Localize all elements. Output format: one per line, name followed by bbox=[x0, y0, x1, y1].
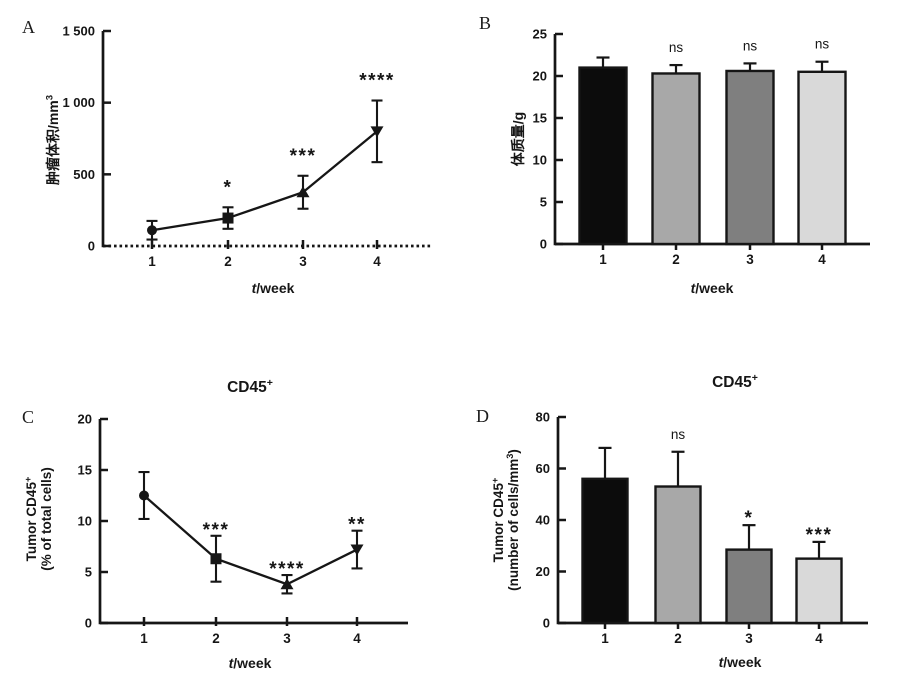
svg-text:3: 3 bbox=[283, 631, 291, 646]
panel-letter-c: C bbox=[22, 407, 35, 427]
body-weight-bar-chart: 0 5 10 15 20 25 1 2 3 4 ns ns ns 体质量/g t/week bbox=[510, 27, 870, 296]
svg-text:1: 1 bbox=[601, 631, 609, 646]
svg-text:CD45+: CD45+ bbox=[712, 372, 758, 391]
svg-text:ns: ns bbox=[815, 37, 830, 52]
svg-text:ns: ns bbox=[669, 40, 684, 55]
svg-text:80: 80 bbox=[536, 410, 550, 425]
svg-text:2: 2 bbox=[212, 631, 220, 646]
svg-text:Tumor CD45+: Tumor CD45+ bbox=[490, 478, 506, 563]
panel-tumor-volume: A 0 500 1 000 1 500 1 2 3 4 * *** **** 肿瘤体积/mm3 t/we… bbox=[0, 0, 458, 343]
svg-text:*: * bbox=[745, 508, 754, 529]
svg-text:10: 10 bbox=[533, 153, 547, 168]
svg-text:0: 0 bbox=[88, 239, 95, 254]
svg-text:**: ** bbox=[348, 515, 366, 536]
panel-cd45-count: D 0 20 40 60 80 1 2 3 4 ns * *** Tumor CD45+ (number … bbox=[457, 343, 915, 686]
svg-text:***: *** bbox=[203, 520, 230, 541]
svg-text:ns: ns bbox=[743, 38, 758, 53]
panel-letter-b: B bbox=[479, 13, 492, 33]
svg-text:2: 2 bbox=[224, 254, 232, 269]
svg-text:4: 4 bbox=[373, 254, 381, 269]
svg-text:0: 0 bbox=[543, 616, 550, 631]
svg-text:5: 5 bbox=[85, 565, 92, 580]
panel-body-weight: B 0 5 10 15 20 25 1 2 3 4 ns ns ns 体质量/g t/week bbox=[457, 0, 915, 343]
svg-text:1 000: 1 000 bbox=[62, 95, 95, 110]
svg-text:t/week: t/week bbox=[252, 280, 295, 296]
svg-text:5: 5 bbox=[540, 195, 547, 210]
svg-text:20: 20 bbox=[533, 69, 547, 84]
svg-text:20: 20 bbox=[536, 564, 550, 579]
svg-text:15: 15 bbox=[533, 111, 547, 126]
svg-text:肿瘤体积/mm3: 肿瘤体积/mm3 bbox=[45, 95, 61, 185]
svg-text:10: 10 bbox=[78, 514, 92, 529]
svg-text:20: 20 bbox=[78, 412, 92, 427]
svg-text:4: 4 bbox=[818, 252, 826, 267]
panel-cd45-percent: C 0 5 10 15 20 1 2 3 4 *** **** ** Tumor CD45+ (% of … bbox=[0, 343, 458, 686]
svg-text:Tumor CD45+: Tumor CD45+ bbox=[23, 477, 39, 562]
svg-text:(number of cells/mm3): (number of cells/mm3) bbox=[505, 449, 521, 591]
svg-text:40: 40 bbox=[536, 513, 550, 528]
svg-text:3: 3 bbox=[746, 252, 754, 267]
svg-text:t/week: t/week bbox=[719, 654, 762, 670]
svg-text:CD45+: CD45+ bbox=[227, 377, 273, 396]
svg-text:*: * bbox=[224, 177, 233, 198]
svg-text:2: 2 bbox=[672, 252, 680, 267]
svg-text:ns: ns bbox=[671, 427, 686, 442]
svg-text:1 500: 1 500 bbox=[62, 24, 95, 39]
svg-text:4: 4 bbox=[353, 631, 361, 646]
svg-text:****: **** bbox=[359, 71, 395, 92]
svg-text:0: 0 bbox=[85, 616, 92, 631]
svg-text:0: 0 bbox=[540, 237, 547, 252]
svg-text:3: 3 bbox=[299, 254, 307, 269]
svg-text:1: 1 bbox=[599, 252, 607, 267]
svg-text:1: 1 bbox=[148, 254, 156, 269]
svg-text:t/week: t/week bbox=[691, 280, 734, 296]
panel-letter-d: D bbox=[476, 406, 489, 426]
svg-text:***: *** bbox=[290, 146, 317, 167]
svg-text:(% of total cells): (% of total cells) bbox=[39, 467, 54, 571]
svg-text:t/week: t/week bbox=[229, 655, 272, 671]
svg-text:2: 2 bbox=[674, 631, 682, 646]
svg-text:500: 500 bbox=[73, 167, 95, 182]
svg-text:****: **** bbox=[269, 559, 305, 580]
svg-text:1: 1 bbox=[140, 631, 148, 646]
svg-text:15: 15 bbox=[78, 463, 92, 478]
svg-text:25: 25 bbox=[533, 27, 547, 42]
panel-letter-a: A bbox=[22, 17, 35, 37]
svg-text:体质量/g: 体质量/g bbox=[510, 112, 526, 166]
svg-text:3: 3 bbox=[745, 631, 753, 646]
svg-text:4: 4 bbox=[815, 631, 823, 646]
svg-text:***: *** bbox=[806, 525, 833, 546]
svg-text:60: 60 bbox=[536, 461, 550, 476]
